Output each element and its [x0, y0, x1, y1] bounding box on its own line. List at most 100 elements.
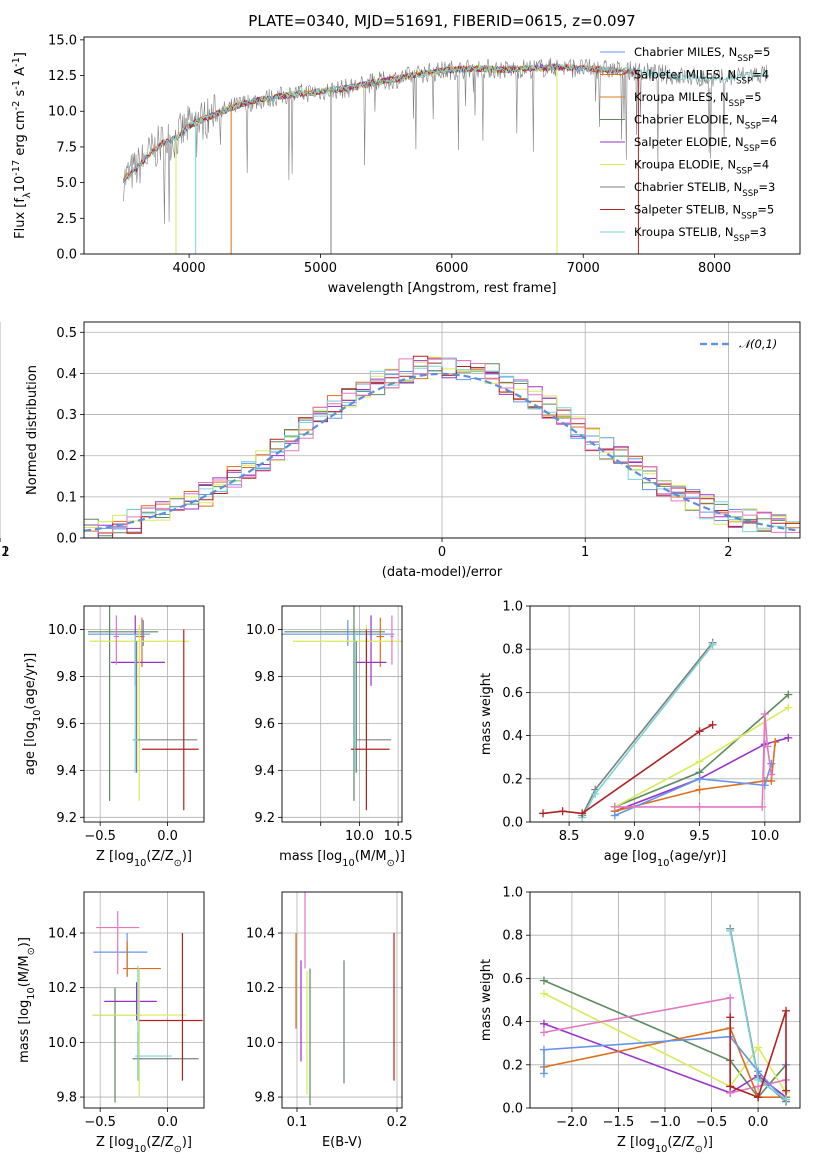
- x-tick-label: 0.1: [287, 1115, 308, 1130]
- weight-point-marker: [767, 770, 776, 779]
- y-axis-label: Normed distribution: [25, 365, 40, 495]
- weight-point-marker: [763, 742, 772, 751]
- weight-point-marker: [784, 733, 793, 742]
- x-axis-label: (data-model)/error: [382, 565, 503, 580]
- y-tick-label: 0.6: [502, 686, 523, 701]
- weight-point-marker: [695, 785, 704, 794]
- weight-point-marker: [754, 1043, 763, 1052]
- weight-point-marker: [539, 1028, 548, 1037]
- plot-age_vs_Z: −0.5 0.0 9.2 9.4 9.6 9.8 10.0 Z [log10(Z/Z⊙)] ag…: [23, 605, 205, 869]
- weight-point-marker: [767, 759, 776, 768]
- weight-point-marker: [558, 807, 567, 816]
- x-tick-label: 2: [724, 545, 732, 560]
- weight-point-marker: [726, 1013, 735, 1022]
- y-tick-label: 9.8: [254, 1091, 275, 1106]
- legend-label: Kroupa MILES, NSSP=5: [634, 90, 762, 109]
- x-tick-label: −0.5: [84, 1115, 116, 1130]
- weight-series-line: [614, 713, 773, 808]
- y-tick-label: 9.6: [56, 717, 77, 732]
- y-tick-label: 0.5: [56, 326, 77, 341]
- y-tick-label: 10.0: [246, 1036, 275, 1051]
- weight-point-marker: [695, 774, 704, 783]
- weight-point-marker: [726, 926, 735, 935]
- x-tick-label: −2.0: [556, 1115, 588, 1130]
- chart-title: PLATE=0340, MJD=51691, FIBERID=0615, z=0…: [248, 12, 635, 30]
- weight-point-marker: [726, 1082, 735, 1091]
- y-tick-label: 0.4: [502, 729, 523, 744]
- weight-point-marker: [760, 710, 769, 718]
- x-tick-label: −0.5: [84, 829, 116, 844]
- weight-point-marker: [754, 1093, 763, 1102]
- x-tick-label: −1: [0, 545, 10, 560]
- x-tick-label: 8.5: [559, 829, 580, 844]
- histogram-step-series: [84, 358, 800, 534]
- weight-series-line: [614, 737, 789, 812]
- weight-point-marker: [578, 809, 587, 818]
- plot-area-massweight_vs_Z: [539, 924, 791, 1106]
- x-tick-label: 10.0: [750, 829, 779, 844]
- plot-area-massweight_vs_age: [539, 638, 793, 822]
- legend-label: Salpeter STELIB, NSSP=5: [634, 203, 774, 222]
- x-tick-label: −1.0: [649, 1115, 681, 1130]
- normal-pdf-curve: [84, 372, 800, 532]
- weight-series-line: [543, 979, 787, 1099]
- y-tick-label: 0.1: [56, 490, 77, 505]
- plot-area-age_vs_Z: [88, 606, 199, 811]
- plot-residuals: −2−1 0 1 2 0.0 0.1 0.2 0.3 0.4 0.5 (data-model)/er…: [0, 321, 801, 580]
- x-tick-label: 10.0: [345, 829, 374, 844]
- x-axis-label: mass [log10(M/M⊙)]: [279, 849, 405, 869]
- y-tick-label: 9.8: [254, 670, 275, 685]
- x-tick-label: 10.5: [384, 829, 413, 844]
- weight-point-marker: [784, 690, 793, 699]
- weight-point-marker: [591, 789, 600, 798]
- weight-point-marker: [784, 703, 793, 712]
- y-tick-label: 0.2: [502, 1058, 523, 1073]
- x-axis-label: Z [log10(Z/Z⊙)]: [96, 1135, 192, 1155]
- legend-label: Chabrier MILES, NSSP=5: [634, 45, 770, 64]
- x-axis-label: Z [log10(Z/Z⊙)]: [617, 1135, 713, 1155]
- weight-point-marker: [539, 976, 548, 985]
- y-tick-label: 0.2: [502, 772, 523, 787]
- plot-spectrum: 4000 5000 6000 7000 8000 0.0 2.5 5.0 7.5 10.0 12.5…: [11, 12, 801, 296]
- y-tick-label: 10.0: [48, 623, 77, 638]
- weight-point-marker: [708, 720, 717, 729]
- weight-point-marker: [695, 727, 704, 736]
- x-tick-label: 0: [438, 545, 446, 560]
- y-tick-label: 10.0: [48, 1036, 77, 1051]
- axes-frame: [529, 891, 801, 1109]
- y-axis-label: mass weight: [479, 673, 494, 755]
- y-tick-label: 0.4: [502, 1015, 523, 1030]
- y-tick-label: 9.2: [56, 811, 77, 826]
- legend-label: Salpeter MILES, NSSP=4: [634, 68, 769, 87]
- y-tick-label: 12.5: [48, 69, 77, 84]
- plot-mass_vs_EBV: 0.1 0.2 9.8 10.0 10.2 10.4 E(B-V): [246, 891, 407, 1150]
- x-tick-label: 9.0: [624, 829, 645, 844]
- y-tick-label: 9.4: [254, 764, 275, 779]
- y-tick-label: 0.3: [56, 408, 77, 423]
- x-tick-label: −1.5: [603, 1115, 635, 1130]
- y-tick-label: 10.4: [48, 927, 77, 942]
- weight-point-marker: [771, 738, 780, 747]
- y-tick-label: 0.8: [502, 643, 523, 658]
- y-tick-label: 9.2: [254, 811, 275, 826]
- axes-frame: [83, 891, 205, 1109]
- y-tick-label: 9.8: [56, 1091, 77, 1106]
- weight-point-marker: [539, 1069, 548, 1078]
- weight-series-line: [614, 763, 773, 817]
- axes-frame: [529, 605, 801, 823]
- x-axis-label: wavelength [Angstrom, rest frame]: [328, 281, 557, 296]
- y-tick-label: 0.0: [502, 816, 523, 831]
- legend-label: Chabrier STELIB, NSSP=3: [634, 180, 775, 199]
- weight-point-marker: [726, 993, 735, 1002]
- legend-label: Chabrier ELODIE, NSSP=4: [634, 113, 778, 132]
- weight-point-marker: [782, 1086, 791, 1095]
- y-tick-label: 1.0: [502, 886, 523, 901]
- spectrum-series-line: [123, 63, 768, 181]
- legend: 𝒩(0,1): [700, 337, 777, 351]
- plot-massweight_vs_age: 8.5 9.0 9.5 10.0 0.0 0.2 0.4 0.6 0.8 1.0 age [log1…: [479, 600, 801, 869]
- y-tick-label: 0.8: [502, 929, 523, 944]
- y-tick-label: 2.5: [56, 212, 77, 227]
- plot-massweight_vs_Z: −2.0 −1.5 −1.0 −0.5 0.0 0.0 0.2 0.4 0.6 0.8 1.0 Z […: [479, 886, 801, 1155]
- y-tick-label: 10.2: [48, 981, 77, 996]
- y-tick-label: 5.0: [56, 176, 77, 191]
